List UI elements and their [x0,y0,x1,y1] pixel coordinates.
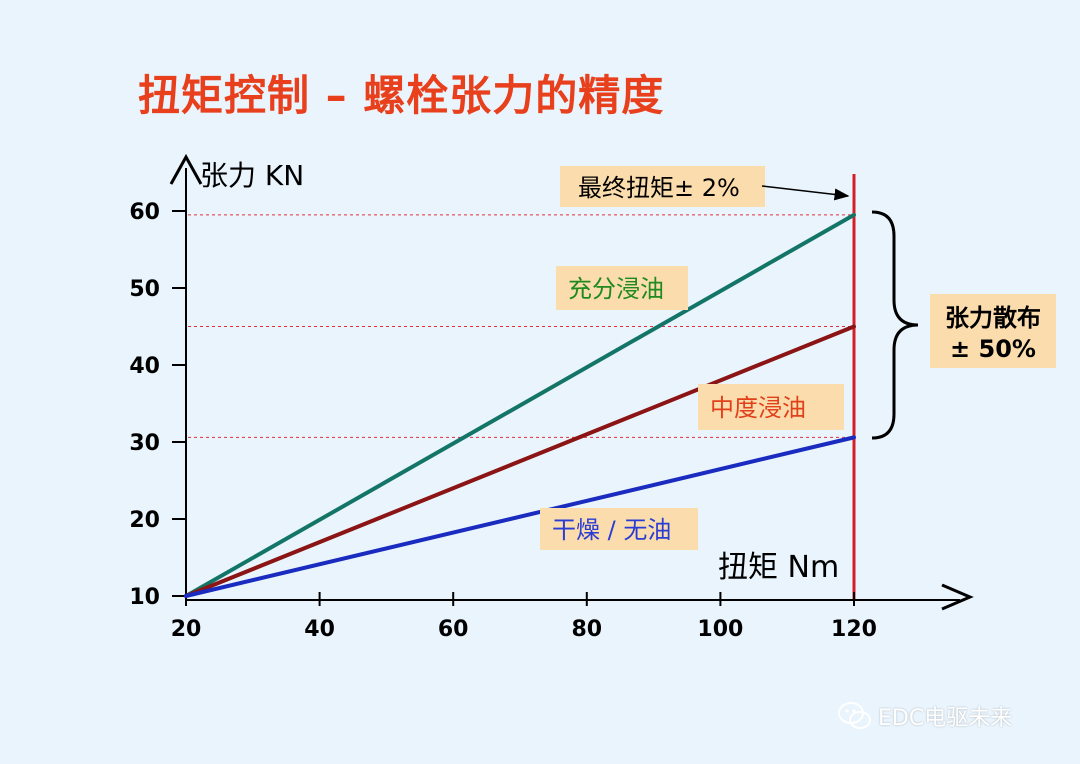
series-label-dry: 干燥 / 无油 [552,516,671,544]
series-label-box-3 [540,508,698,550]
spread-brace [871,210,919,440]
spread-label-line2: ± 50% [950,335,1036,363]
series-label-box-1 [556,266,688,310]
page-title: 扭矩控制 – 螺栓张力的精度 [138,71,665,120]
series-lines [184,212,856,598]
spread-box [930,294,1056,368]
watermark-text: EDC电驱未来 [878,706,1013,731]
y-axis-label: 张力 KN [200,159,304,192]
x-tick-label: 20 [171,617,202,642]
watermark: EDC电驱未来 [838,700,1012,732]
series-label-box-2 [698,384,844,430]
x-tick-label: 60 [438,617,469,642]
series-line-2 [184,324,856,598]
y-tick-label: 20 [129,508,160,533]
final-torque-label: 最终扭矩± 2% [578,174,740,202]
spread-label-line1: 张力散布 [945,304,1041,332]
x-axis-label: 扭矩 Nm [718,550,839,585]
final-torque-arrow [761,185,850,201]
y-tick-label: 30 [129,431,160,456]
axes [169,153,974,611]
x-tick-label: 100 [697,617,743,642]
y-tick-label: 60 [129,200,160,225]
final-torque-box [560,166,765,207]
x-axis-arrow [941,583,974,611]
y-tick-label: 40 [129,354,160,379]
reference-guides [188,174,856,600]
x-tick-label: 40 [304,617,335,642]
tick-marks: 20 40 60 80 100 120 10 20 30 40 50 60 [129,200,877,642]
x-tick-label: 80 [571,617,602,642]
y-tick-label: 10 [129,585,160,610]
series-label-medium-oil: 中度浸油 [710,394,806,422]
x-tick-label: 120 [831,617,877,642]
y-axis-arrow [169,153,203,185]
series-label-full-oil: 充分浸油 [568,275,664,303]
wechat-icon [838,702,871,729]
y-tick-label: 50 [129,277,160,302]
series-line-1 [184,212,856,598]
series-line-3 [184,435,856,598]
